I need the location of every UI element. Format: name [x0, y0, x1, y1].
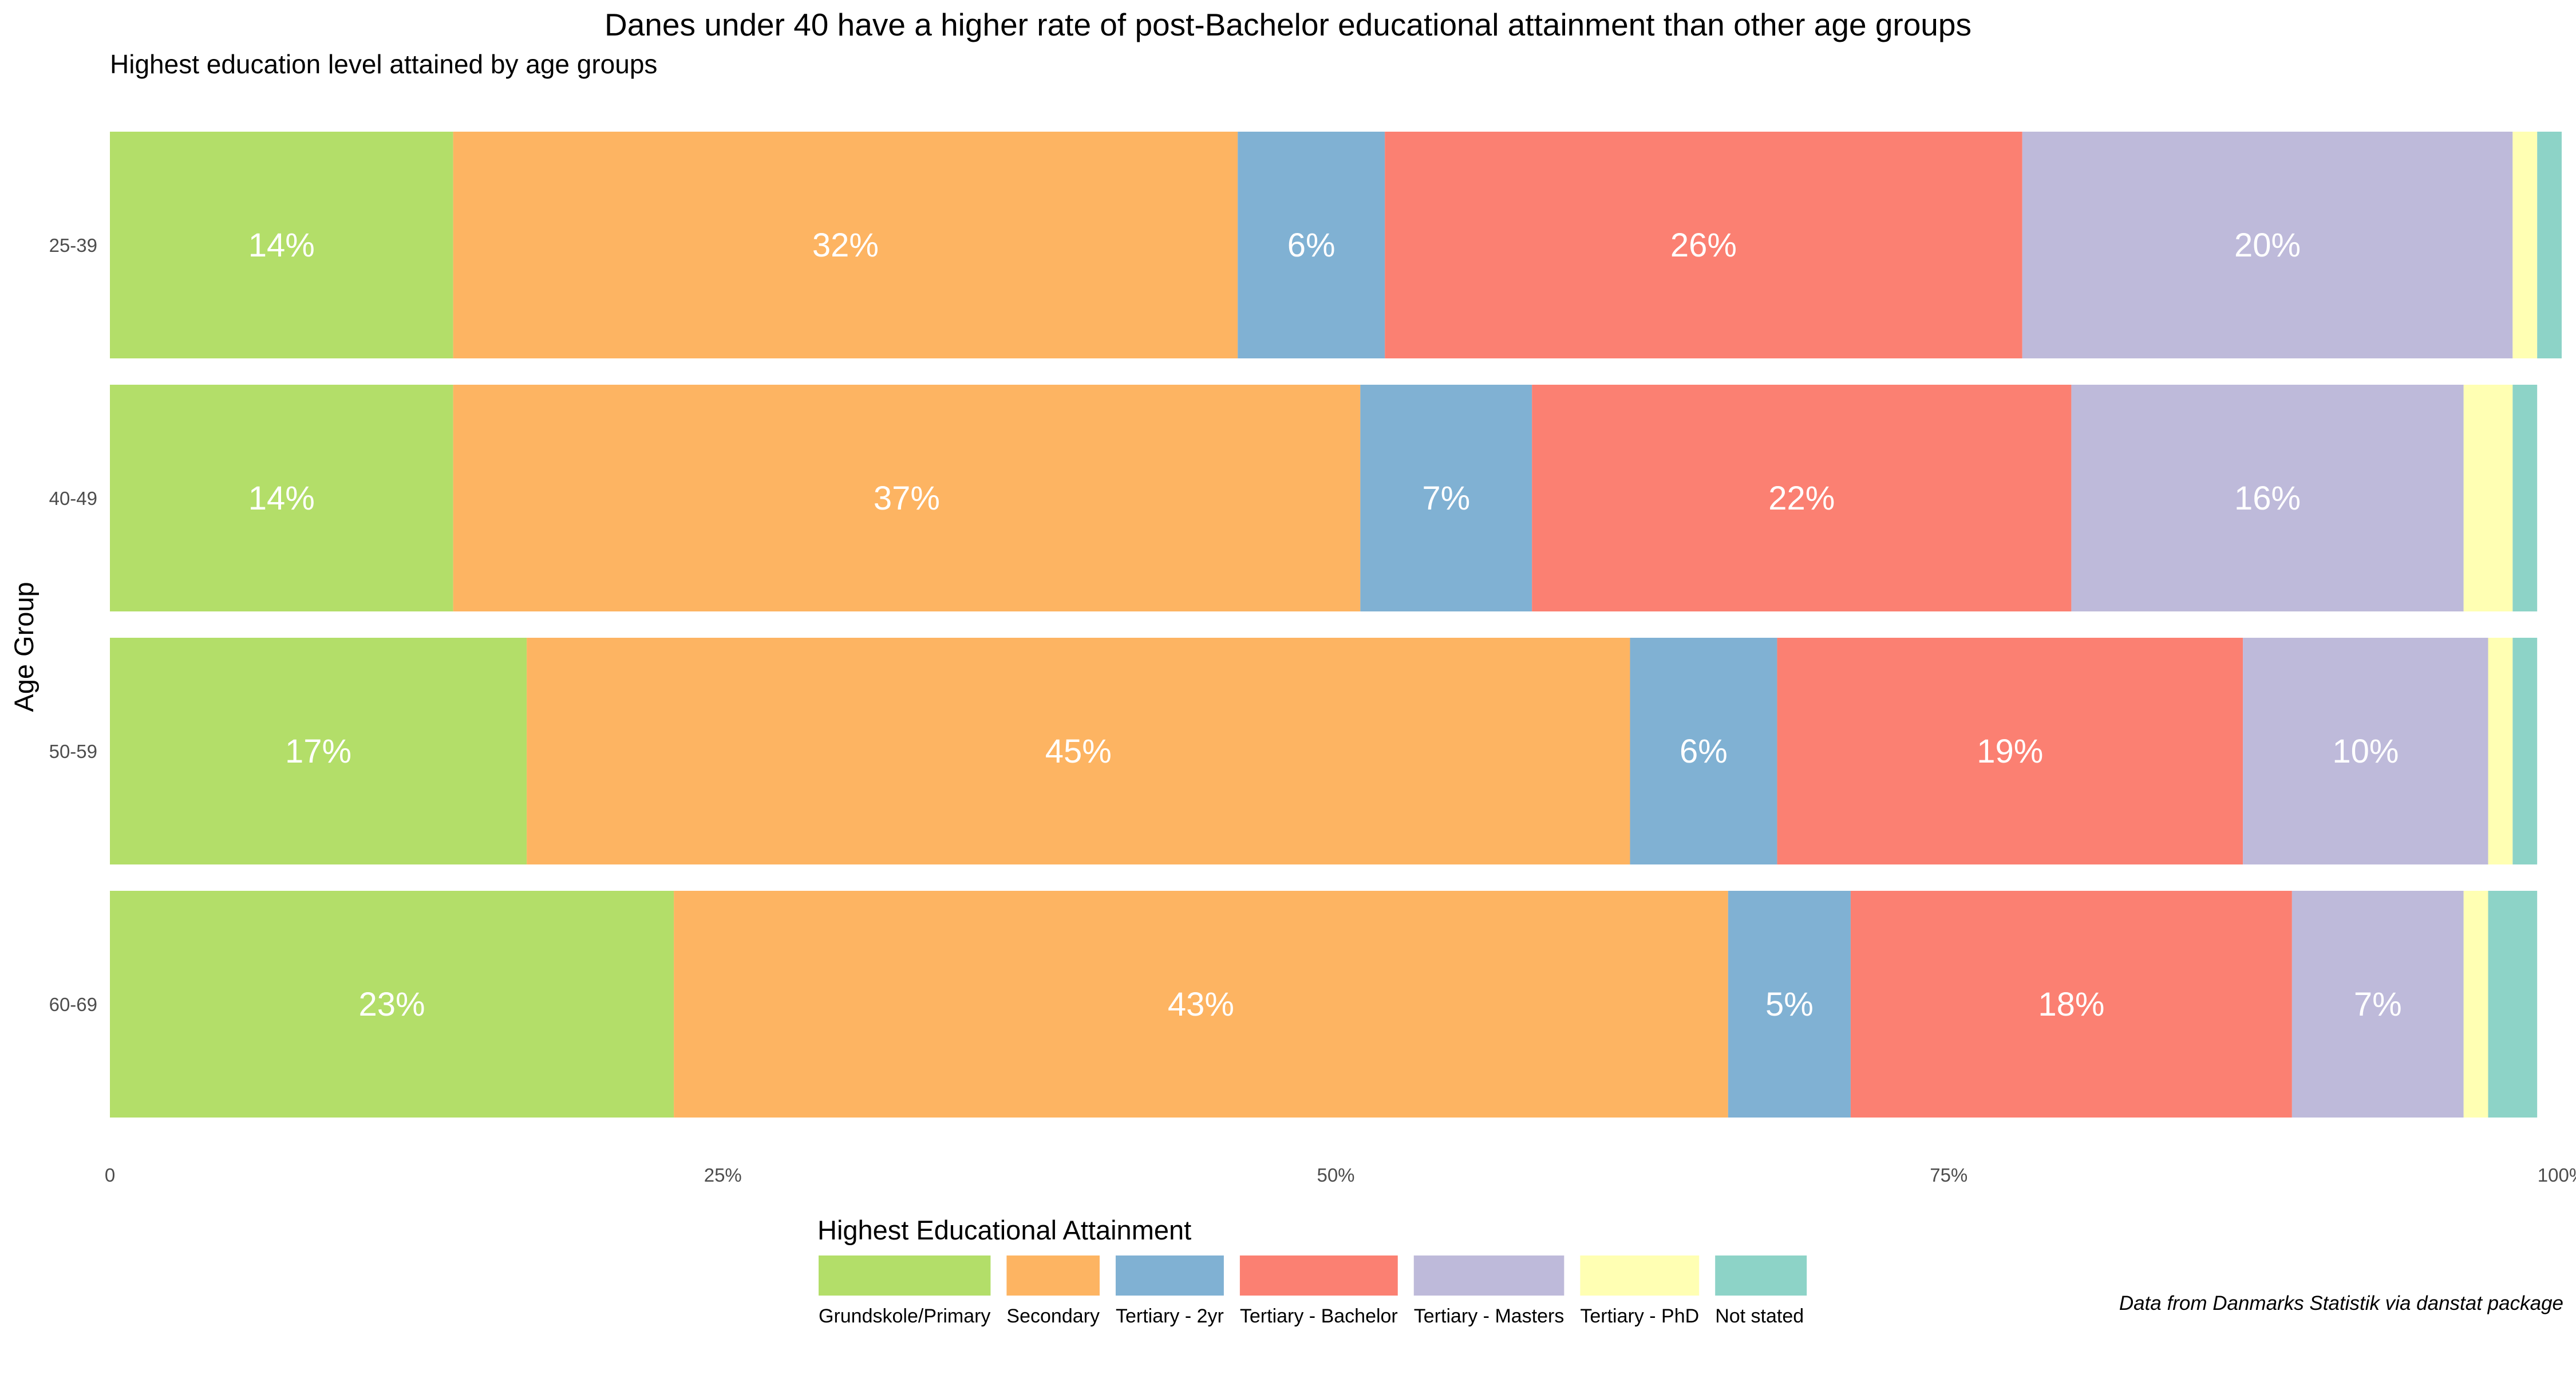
- bar-segment-40-49-5: [2463, 385, 2513, 611]
- bar-segment-25-39-5: [2512, 132, 2538, 358]
- data-label-50-59-4: 10%: [2332, 733, 2399, 770]
- chart-title: Danes under 40 have a higher rate of pos…: [605, 7, 1971, 42]
- legend-title: Highest Educational Attainment: [817, 1215, 1191, 1245]
- data-label-50-59-0: 17%: [285, 733, 351, 770]
- data-label-50-59-1: 45%: [1045, 733, 1112, 770]
- data-label-25-39-4: 20%: [2234, 227, 2301, 264]
- data-label-50-59-2: 6%: [1680, 733, 1728, 770]
- data-label-60-69-0: 23%: [358, 986, 425, 1023]
- legend: Grundskole/Primary Secondary Tertiary - 2y…: [819, 1255, 1807, 1327]
- legend-swatch-5: [1580, 1255, 1700, 1296]
- data-label-40-49-1: 37%: [874, 480, 940, 517]
- legend-swatch-1: [1006, 1255, 1100, 1296]
- bar-segment-40-49-3: [1532, 385, 2072, 611]
- legend-label-3: Tertiary - Bachelor: [1240, 1305, 1398, 1327]
- bar-segment-50-59-6: [2512, 638, 2538, 864]
- y-axis-label: Age Group: [9, 582, 39, 712]
- bar-segment-25-39-1: [453, 132, 1238, 358]
- bar-segment-25-39-0: [110, 132, 453, 358]
- x-tick-label: 25%: [704, 1164, 742, 1186]
- data-label-25-39-3: 26%: [1670, 227, 1737, 264]
- y-tick-labels: 25-39 40-49 50-59 60-69: [49, 235, 97, 1015]
- x-tick-label: 0: [105, 1164, 115, 1186]
- bars-group: [110, 132, 2562, 1118]
- x-tick-label: 75%: [1930, 1164, 1967, 1186]
- data-label-60-69-2: 5%: [1765, 986, 1814, 1023]
- x-tick-labels: 0 25% 50% 75% 100%: [105, 1164, 2576, 1186]
- legend-swatch-3: [1239, 1255, 1398, 1296]
- legend-label-6: Not stated: [1715, 1305, 1804, 1327]
- y-tick-label: 50-59: [49, 741, 97, 762]
- bar-segment-60-69-6: [2488, 891, 2538, 1118]
- legend-swatch-6: [1715, 1255, 1807, 1296]
- data-label-50-59-3: 19%: [1977, 733, 2043, 770]
- y-tick-label: 40-49: [49, 488, 97, 509]
- bar-segment-40-49-6: [2512, 385, 2538, 611]
- data-label-40-49-4: 16%: [2234, 480, 2301, 517]
- chart-subtitle: Highest education level attained by age …: [110, 49, 657, 79]
- data-label-25-39-2: 6%: [1287, 227, 1336, 264]
- bar-segment-50-59-2: [1630, 638, 1777, 864]
- bar-segment-25-39-3: [1385, 132, 2022, 358]
- legend-label-5: Tertiary - PhD: [1580, 1305, 1699, 1327]
- legend-swatch-0: [819, 1255, 991, 1296]
- chart-caption: Data from Danmarks Statistik via danstat…: [2119, 1292, 2563, 1314]
- bar-segment-40-49-0: [110, 385, 453, 611]
- segment-labels-group: 14% 32% 6% 26% 20% 14% 37% 7% 22% 16% 17% 45% 6% 19% 1…: [248, 227, 2402, 1023]
- bar-segment-50-59-3: [1777, 638, 2243, 864]
- data-label-40-49-2: 7%: [1422, 480, 1470, 517]
- x-tick-label: 50%: [1317, 1164, 1354, 1186]
- legend-label-4: Tertiary - Masters: [1414, 1305, 1564, 1327]
- legend-swatch-2: [1115, 1255, 1224, 1296]
- bar-segment-40-49-4: [2071, 385, 2464, 611]
- bar-segment-60-69-3: [1850, 891, 2292, 1118]
- x-tick-label: 100%: [2538, 1164, 2576, 1186]
- y-tick-label: 60-69: [49, 994, 97, 1015]
- data-label-40-49-0: 14%: [248, 480, 315, 517]
- data-label-60-69-4: 7%: [2354, 986, 2402, 1023]
- data-label-60-69-1: 43%: [1168, 986, 1234, 1023]
- legend-label-1: Secondary: [1006, 1305, 1100, 1327]
- data-label-60-69-3: 18%: [2038, 986, 2104, 1023]
- bar-segment-50-59-4: [2243, 638, 2488, 864]
- bar-segment-50-59-1: [527, 638, 1630, 864]
- y-tick-label: 25-39: [49, 235, 97, 256]
- bar-segment-25-39-2: [1238, 132, 1385, 358]
- bar-segment-25-39-4: [2022, 132, 2513, 358]
- legend-label-2: Tertiary - 2yr: [1116, 1305, 1224, 1327]
- data-label-25-39-1: 32%: [812, 227, 879, 264]
- legend-label-0: Grundskole/Primary: [819, 1305, 990, 1327]
- bar-segment-25-39-6: [2537, 132, 2562, 358]
- bar-segment-60-69-2: [1728, 891, 1851, 1118]
- data-label-40-49-3: 22%: [1768, 480, 1835, 517]
- bar-segment-60-69-1: [674, 891, 1728, 1118]
- data-label-25-39-0: 14%: [248, 227, 315, 264]
- legend-swatch-4: [1413, 1255, 1564, 1296]
- bar-segment-60-69-4: [2291, 891, 2464, 1118]
- bar-segment-60-69-0: [110, 891, 674, 1118]
- bar-segment-40-49-2: [1360, 385, 1532, 611]
- bar-segment-60-69-5: [2463, 891, 2488, 1118]
- bar-segment-40-49-1: [453, 385, 1361, 611]
- bar-segment-50-59-5: [2488, 638, 2513, 864]
- bar-segment-50-59-0: [110, 638, 527, 864]
